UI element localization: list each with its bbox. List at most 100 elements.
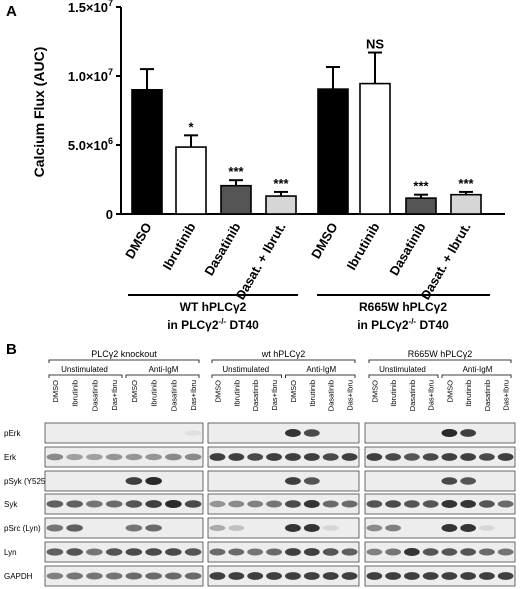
blot-lane-label: Dasatinib <box>90 380 99 411</box>
blot-band <box>266 548 282 556</box>
blot-band <box>303 500 320 508</box>
y-tick-label: 5.0×106 <box>68 136 113 153</box>
blot-band <box>66 500 83 508</box>
blot-band <box>46 500 64 508</box>
blot-band <box>404 548 420 556</box>
significance-label: NS <box>366 37 384 52</box>
blot-band <box>404 572 420 580</box>
blot-band <box>105 500 123 508</box>
blot-lane-label: Ibrutinib <box>71 380 80 407</box>
blot-band <box>497 500 514 508</box>
blot-band <box>341 548 358 556</box>
bar <box>359 82 391 215</box>
blot-band <box>228 453 245 461</box>
significance-label: *** <box>458 176 474 191</box>
blot-band <box>479 572 495 580</box>
blot-band <box>303 477 320 485</box>
bar <box>131 89 163 215</box>
blot-band <box>105 572 123 580</box>
blot-lane-label: DMSO <box>130 380 139 403</box>
blot-subgroup-bracket <box>125 374 200 378</box>
significance-label: *** <box>228 164 244 179</box>
blot-band <box>145 476 162 486</box>
blot-band <box>366 572 383 580</box>
blot-strip <box>44 470 204 492</box>
blot-band <box>266 500 282 508</box>
blot-strip <box>44 493 204 515</box>
blot-band <box>366 500 383 508</box>
blot-band <box>145 500 162 508</box>
blot-lane-label: Ibrutinib <box>389 380 398 407</box>
blot-subgroup-label: Unstimulated <box>222 365 269 374</box>
blot-band <box>209 453 226 461</box>
blot-strip <box>207 517 360 539</box>
blot-band <box>228 572 245 580</box>
blot-band <box>145 524 162 532</box>
blot-band <box>247 572 264 580</box>
category-label: Dasatinib <box>386 220 428 278</box>
bar <box>220 184 252 215</box>
blot-band <box>460 429 476 437</box>
blot-band <box>125 453 143 461</box>
blot-band <box>266 453 282 461</box>
blot-band <box>184 453 202 461</box>
panel-b-letter: B <box>6 341 17 358</box>
blot-strip <box>364 541 516 563</box>
blot-band <box>404 500 420 508</box>
blot-band <box>441 428 458 438</box>
blot-band <box>285 477 301 485</box>
blot-lane-label: Dasatinib <box>169 380 178 411</box>
blot-band <box>247 548 264 556</box>
blot-band <box>247 500 264 508</box>
blot-band <box>66 524 83 532</box>
blot-strip <box>207 565 360 587</box>
blot-band <box>460 500 476 508</box>
blot-strip <box>44 541 204 563</box>
blot-band <box>285 548 301 556</box>
blot-strip <box>364 470 516 492</box>
blot-lane-label: Dasatinib <box>251 380 260 411</box>
blot-strip <box>207 541 360 563</box>
blot-lane-label: Ibrutinib <box>308 380 317 407</box>
blot-lane-label: DMSO <box>370 380 379 403</box>
blot-band <box>145 453 162 461</box>
blot-band <box>184 500 202 508</box>
blot-band <box>303 548 320 556</box>
blot-strip <box>44 565 204 587</box>
blot-lane-label: Ibrutinib <box>232 380 241 407</box>
blot-row-label: Lyn <box>4 548 17 557</box>
blot-band <box>46 548 64 556</box>
blot-band <box>422 453 439 461</box>
blot-band <box>145 548 162 556</box>
blot-band <box>105 453 123 461</box>
blot-lane-label: DMSO <box>289 380 298 403</box>
blot-band <box>441 453 458 461</box>
blot-band <box>105 548 123 556</box>
bar <box>450 193 482 215</box>
blot-band <box>125 500 143 508</box>
blot-band <box>165 572 182 580</box>
blot-subgroup-label: Unstimulated <box>61 365 108 374</box>
blot-band <box>322 572 339 580</box>
western-blot-panel: pErk Erk pSyk (Y525) Syk pSrc (Lyn) Lyn GAPDH P… <box>4 349 516 587</box>
blot-band <box>86 453 103 461</box>
blot-band <box>385 524 401 532</box>
blot-group-title: wt hPLCγ2 <box>261 349 306 359</box>
blot-band <box>479 525 495 531</box>
blot-band <box>86 572 103 580</box>
blot-band <box>441 524 458 532</box>
blot-band <box>422 572 439 580</box>
blot-lane-label: Dasatinib <box>408 380 417 411</box>
blot-band <box>441 477 458 485</box>
blot-lane-label: DMSO <box>51 380 60 403</box>
group-sublabel: in PLCγ2-/- DT40 <box>357 317 449 332</box>
blot-strip <box>207 446 360 468</box>
blot-lane-label: Das+Ibru <box>270 380 279 411</box>
blot-band <box>247 453 264 461</box>
blot-lane-label: Ibrutinib <box>464 380 473 407</box>
blot-lane-label: Dasatinib <box>327 380 336 411</box>
y-axis-label: Calcium Flux (AUC) <box>31 47 47 178</box>
blot-band <box>303 572 320 580</box>
blot-strip <box>44 517 204 539</box>
blot-strip <box>364 493 516 515</box>
